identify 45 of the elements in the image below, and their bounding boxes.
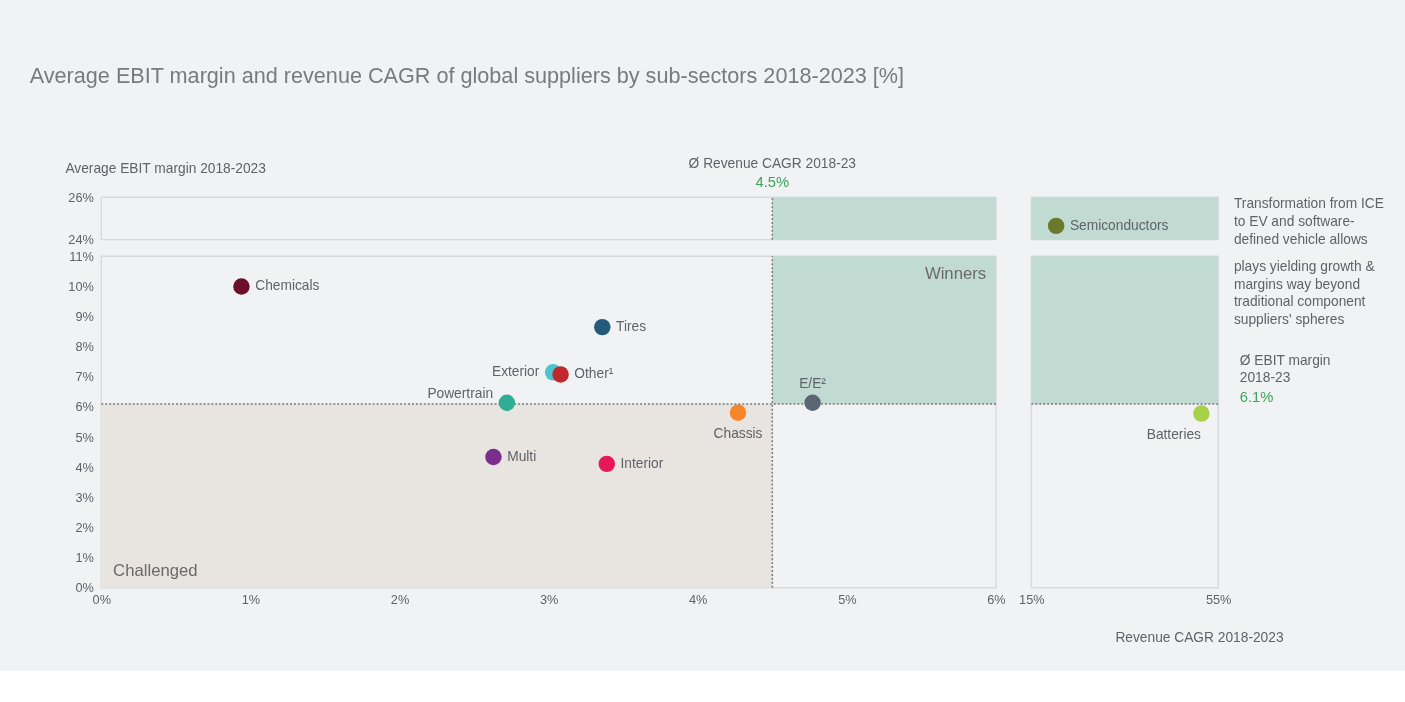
y-tick-label: 0%	[75, 580, 94, 596]
y-tick-label: 2%	[75, 519, 94, 535]
y-axis-title: Average EBIT margin 2018-2023	[65, 161, 267, 177]
annotation: Chassis	[713, 426, 763, 442]
text: Ø Revenue CAGR 2018-23	[688, 155, 857, 171]
chart-title: Average EBIT margin and revenue CAGR of global suppliers by sub-sectors 2018-2023 [%]	[29, 62, 905, 88]
y-tick-label: 7%	[75, 369, 94, 385]
x-tick-label: 3%	[539, 591, 559, 607]
y-tick-label: 11%	[69, 248, 94, 264]
x-tick-label: 5%	[838, 591, 857, 607]
x-tick-label: 0%	[92, 591, 111, 607]
annotation: Semiconductors	[1069, 217, 1169, 233]
annotation: Multi	[507, 448, 537, 464]
text: Ø EBIT margin 2018-23	[1239, 352, 1331, 386]
ref-line-label: 6.1%	[1239, 388, 1274, 405]
x-axis-title: Revenue CAGR 2018-2023	[1115, 630, 1284, 646]
y-tick-label: 26%	[68, 189, 94, 205]
y-tick-label: 8%	[75, 339, 94, 355]
annotation: Exterior	[491, 364, 540, 380]
annotation: Tires	[616, 319, 647, 335]
annotation: Powertrain	[427, 385, 494, 401]
text: plays yielding growth & margins way beyond traditional component suppliers' spheres	[1233, 259, 1375, 328]
y-tick-label: 5%	[75, 429, 94, 445]
annotation: E/E²	[799, 376, 827, 391]
y-tick-label: 6%	[75, 399, 94, 415]
y-tick-label: 9%	[75, 309, 94, 325]
x-tick-label: 2%	[390, 591, 410, 607]
ref-line-label: 4.5%	[755, 173, 790, 190]
annotation: Interior	[620, 455, 664, 471]
x-tick-label: 55%	[1205, 591, 1232, 607]
x-tick-label: 4%	[689, 591, 708, 607]
annotation: Chemicals	[255, 278, 320, 294]
annotation: Batteries	[1146, 427, 1202, 443]
text: Transformation from ICE to EV and software-defined vehicle allows	[1233, 196, 1384, 247]
y-tick-label: 24%	[68, 232, 94, 248]
y-tick-label: 4%	[75, 459, 94, 475]
annotation: Other¹	[574, 366, 614, 382]
x-tick-label: 15%	[1019, 591, 1045, 607]
y-tick-label: 10%	[68, 278, 94, 294]
x-tick-label: 6%	[987, 591, 1006, 607]
band-label: Challenged	[113, 560, 198, 580]
y-tick-label: 3%	[75, 489, 94, 505]
band-label: Winners	[924, 263, 987, 283]
y-tick-label: 1%	[75, 549, 94, 565]
x-tick-label: 1%	[241, 591, 261, 607]
